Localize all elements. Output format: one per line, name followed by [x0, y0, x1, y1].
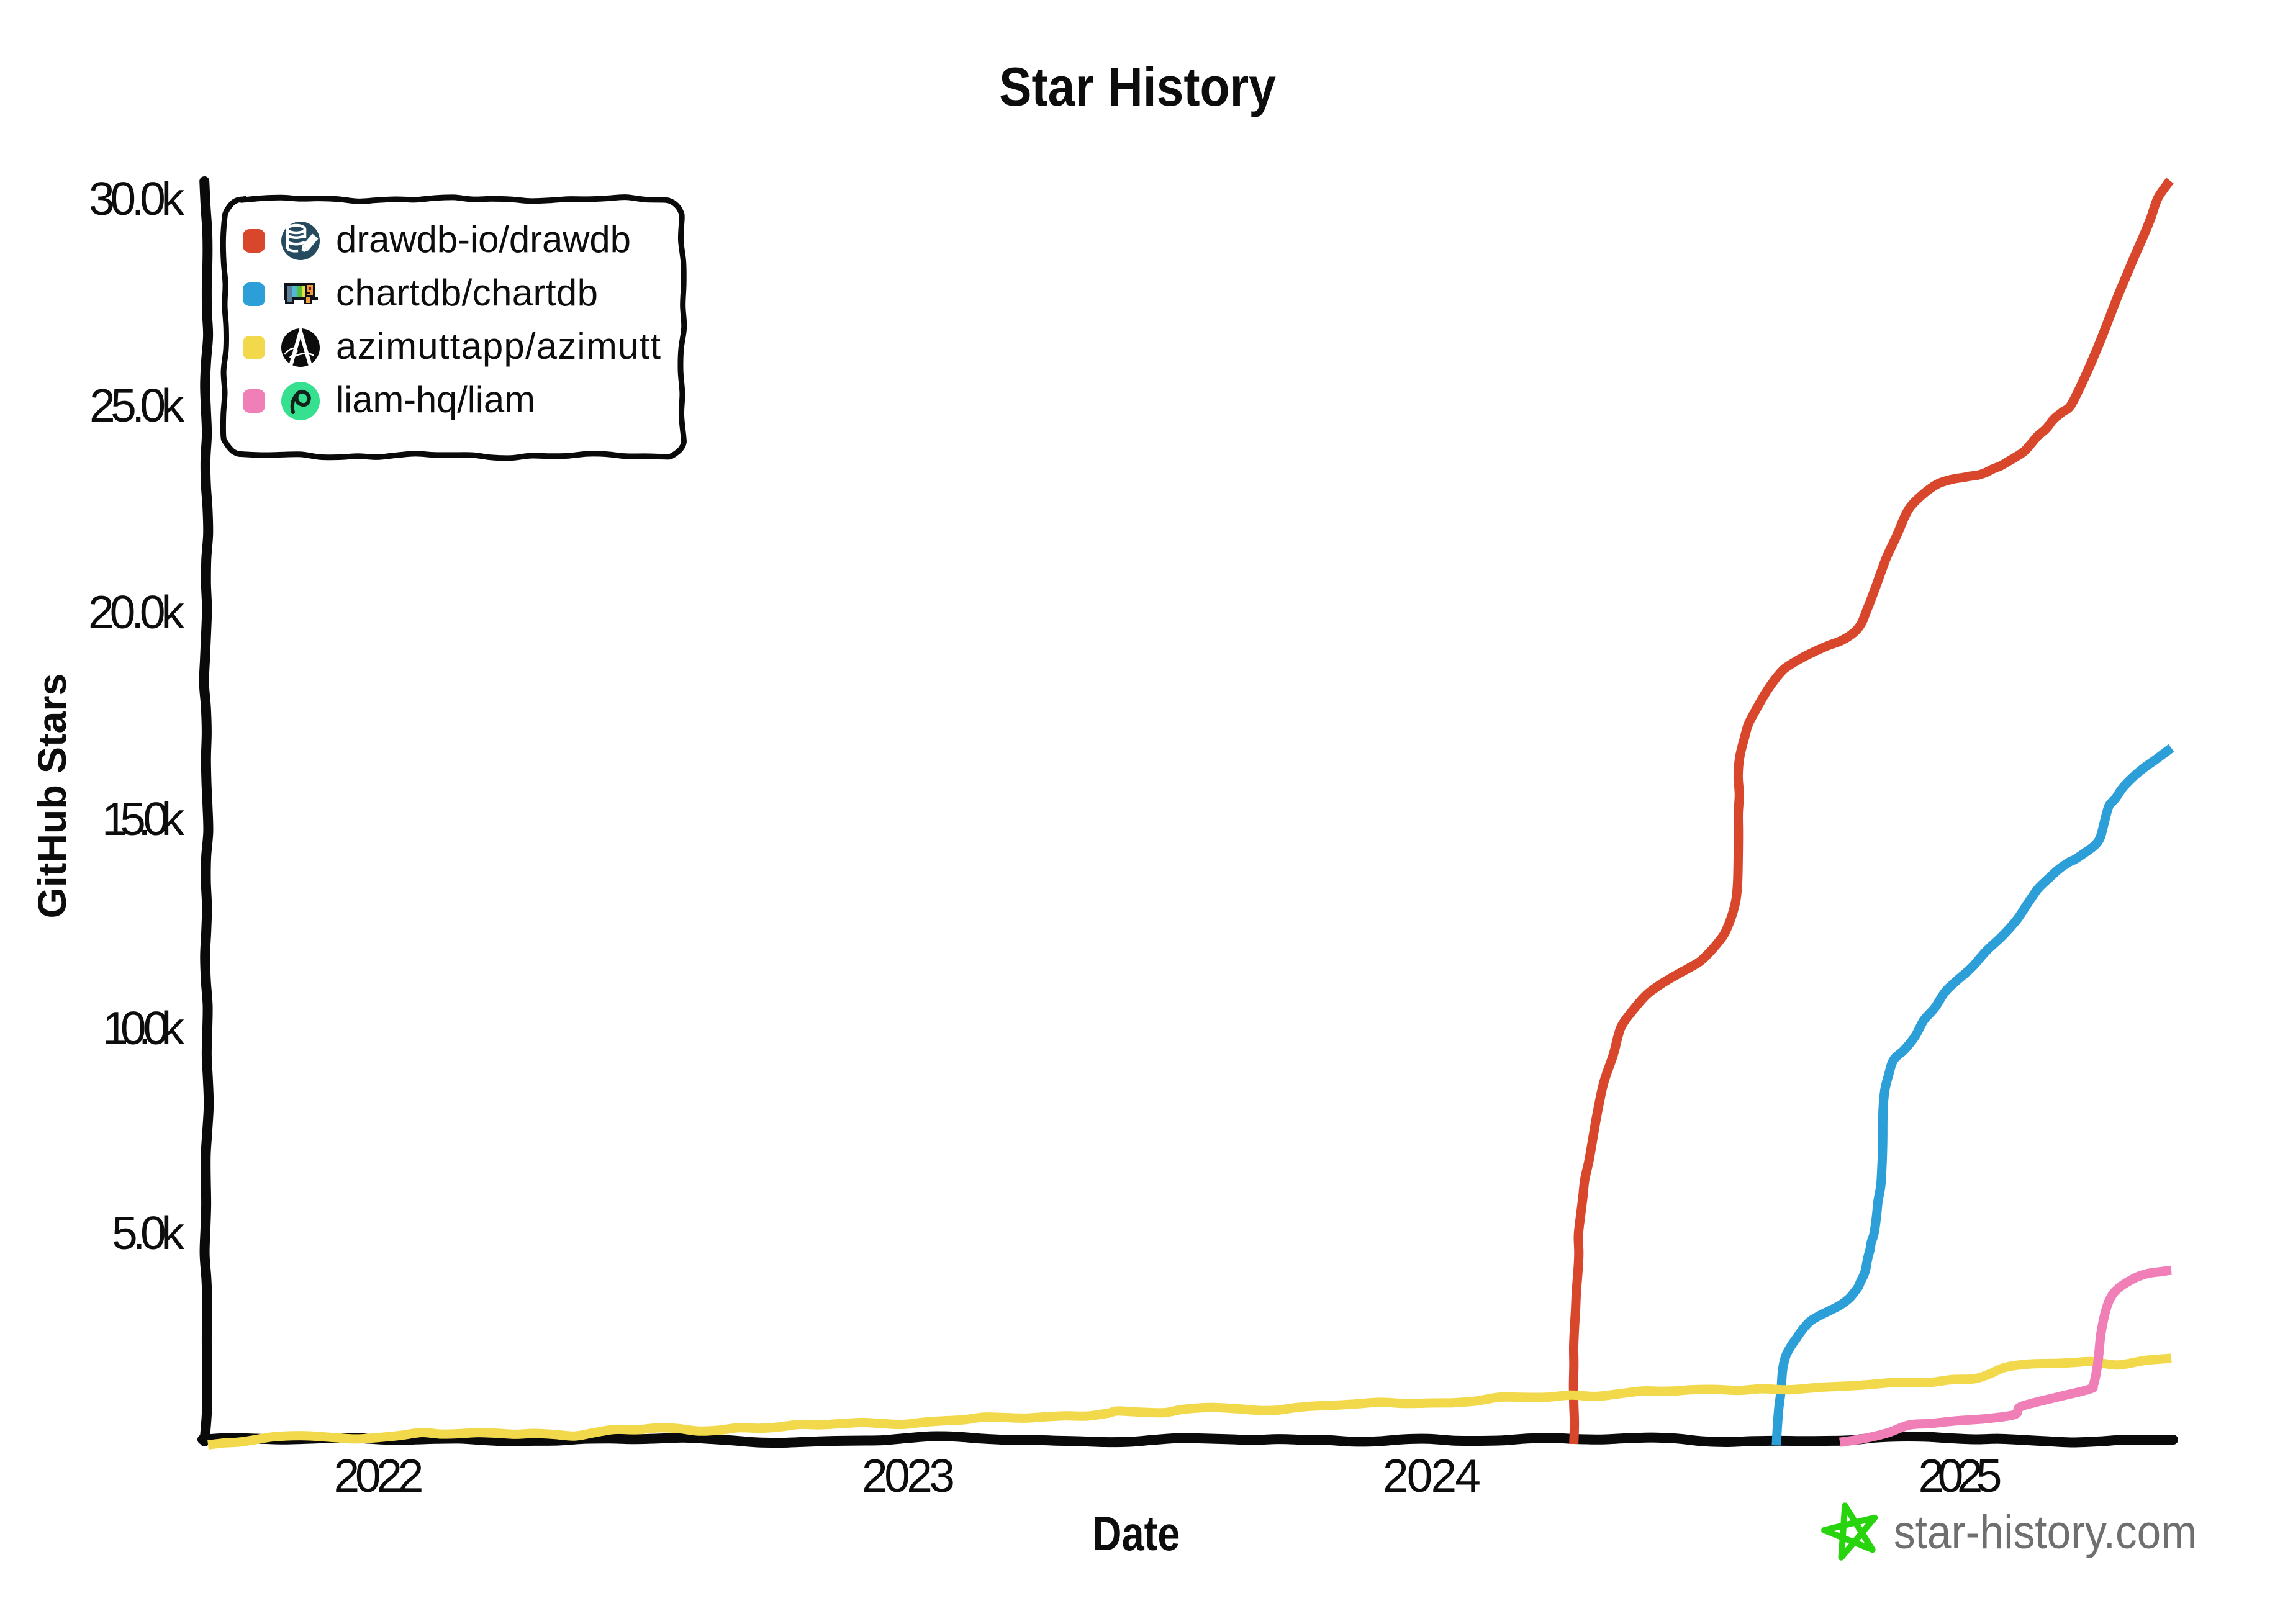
svg-text:20.0k: 20.0k: [88, 586, 185, 638]
svg-text:liam-hq/liam: liam-hq/liam: [336, 379, 535, 420]
svg-text:2023: 2023: [862, 1450, 955, 1502]
svg-text:2025: 2025: [1919, 1450, 2002, 1502]
svg-text:star-history.com: star-history.com: [1894, 1506, 2197, 1559]
svg-text:Date: Date: [1093, 1506, 1180, 1561]
svg-text:drawdb-io/drawdb: drawdb-io/drawdb: [336, 219, 631, 260]
svg-text:30.0k: 30.0k: [89, 173, 185, 225]
svg-text:25.0k: 25.0k: [89, 379, 185, 431]
svg-text:5.0k: 5.0k: [112, 1207, 185, 1259]
svg-text:15.0k: 15.0k: [102, 793, 185, 845]
svg-text:Star History: Star History: [999, 56, 1276, 117]
svg-text:azimuttapp/azimutt: azimuttapp/azimutt: [336, 325, 661, 367]
svg-text:GitHub Stars: GitHub Stars: [30, 674, 75, 919]
svg-text:2022: 2022: [334, 1450, 424, 1502]
svg-text:2024: 2024: [1383, 1450, 1481, 1502]
svg-text:10.0k: 10.0k: [102, 1002, 185, 1054]
svg-text:chartdb/chartdb: chartdb/chartdb: [336, 272, 598, 314]
